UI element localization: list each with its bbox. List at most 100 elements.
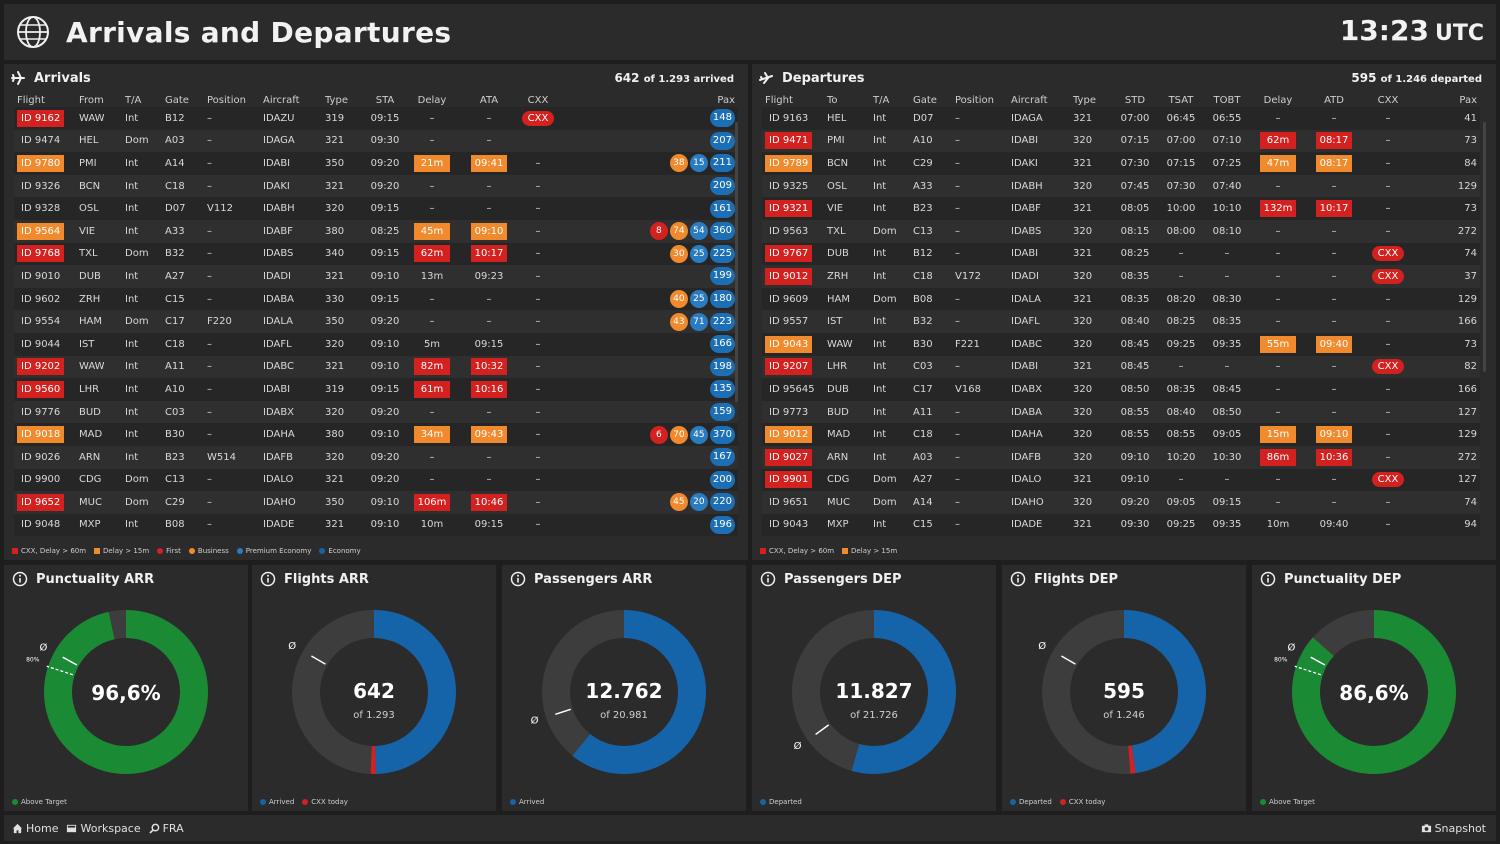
flight-cell[interactable]: ID 9207 [762, 355, 824, 379]
flight-cell[interactable]: ID 9560 [14, 378, 76, 401]
column-header[interactable]: From [79, 94, 104, 106]
table-row[interactable]: ID 9043 MXP Int C15– IDADE 321 09:30 09:25 09:35… [762, 513, 1480, 537]
column-header[interactable]: Delay [417, 94, 447, 106]
flight-cell[interactable]: ID 9789 [762, 152, 824, 175]
table-row[interactable]: ID 9602 ZRH Int C15– IDABA 330 09:15– – –40 25 180 [14, 287, 738, 311]
table-row[interactable]: ID 9018 MAD Int B30– IDAHA 380 09:10 34m 09:43–6… [14, 423, 738, 446]
column-header[interactable]: Position [955, 94, 994, 106]
column-header[interactable]: ATD [1324, 94, 1344, 106]
flight-cell[interactable]: ID 9773 [762, 400, 824, 424]
flight-cell[interactable]: ID 9563 [762, 219, 824, 243]
table-row[interactable]: ID 9901 CDG Dom A27– IDALO 321 09:10– – – – CXX 127 [762, 468, 1480, 492]
column-header[interactable]: Pax [717, 94, 735, 106]
table-row[interactable]: ID 9651 MUC Dom A14– IDAHO 320 09:20 09:05 09:15… [762, 491, 1480, 514]
flight-cell[interactable]: ID 9044 [14, 332, 76, 356]
column-header[interactable]: Type [325, 94, 348, 106]
flight-cell[interactable]: ID 9652 [14, 491, 76, 514]
flight-cell[interactable]: ID 9018 [14, 423, 76, 446]
flight-cell[interactable]: ID 9026 [14, 445, 76, 469]
table-row[interactable]: ID 9773 BUD Int A11– IDABA 320 08:55 08:40 08:50… [762, 400, 1480, 424]
table-row[interactable]: ID 9321 VIE Int B23– IDABF 321 08:05 10:00 10:10… [762, 197, 1480, 220]
column-header[interactable]: ATA [479, 94, 499, 106]
table-row[interactable]: ID 9900 CDG Dom C13– IDALO 321 09:20– – –200 [14, 468, 738, 492]
table-row[interactable]: ID 9326 BCN Int C18– IDAKI 321 09:20– – –209 [14, 174, 738, 198]
flight-cell[interactable]: ID 95645 [762, 378, 824, 401]
flight-cell[interactable]: ID 9767 [762, 242, 824, 266]
flight-cell[interactable]: ID 9900 [14, 468, 76, 492]
column-header[interactable]: Gate [913, 94, 937, 106]
table-row[interactable]: ID 9012 MAD Int C18– IDAHA 320 08:55 08:55 09:05… [762, 423, 1480, 446]
flight-cell[interactable]: ID 9564 [14, 219, 76, 243]
arrivals-scrollbar[interactable] [735, 122, 738, 402]
table-row[interactable]: ID 9768 TXL Dom B32– IDABS 340 09:15 62m 10:17–3… [14, 242, 738, 266]
flight-cell[interactable]: ID 9776 [14, 400, 76, 424]
table-row[interactable]: ID 9474 HEL Dom A03– IDAGA 321 09:30– –207 [14, 129, 738, 153]
column-header[interactable]: STA [375, 94, 395, 106]
flight-cell[interactable]: ID 9321 [762, 197, 824, 220]
flight-cell[interactable]: ID 9010 [14, 265, 76, 288]
flight-cell[interactable]: ID 9163 [762, 107, 824, 130]
table-row[interactable]: ID 9780 PMI Int A14– IDABI 350 09:20 21m 09:41–3… [14, 152, 738, 175]
table-row[interactable]: ID 9010 DUB Int A27– IDADI 321 09:10 13m 09:23–1… [14, 265, 738, 288]
kpi-card-flights-arr[interactable]: Flights ARR Ø 642 of 1.293 Arrived CXX today [252, 565, 496, 811]
flight-cell[interactable]: ID 9043 [762, 332, 824, 356]
table-row[interactable]: ID 9789 BCN Int C29– IDAKI 321 07:30 07:15 07:25… [762, 152, 1480, 175]
flight-cell[interactable]: ID 9651 [762, 491, 824, 514]
flight-cell[interactable]: ID 9474 [14, 129, 76, 153]
column-header[interactable]: TOBT [1213, 94, 1241, 106]
table-row[interactable]: ID 95645 DUB Int C17 V168 IDABX 320 08:50 08:35 0… [762, 378, 1480, 401]
flight-cell[interactable]: ID 9012 [762, 265, 824, 288]
table-row[interactable]: ID 9557 IST Int B32– IDAFL 320 08:40 08:25 08:35… [762, 310, 1480, 333]
table-row[interactable]: ID 9202 WAW Int A11– IDABC 321 09:10 82m 10:32–1… [14, 355, 738, 379]
column-header[interactable]: Aircraft [1011, 94, 1048, 106]
flight-cell[interactable]: ID 9780 [14, 152, 76, 175]
snapshot-button[interactable]: Snapshot [1421, 822, 1486, 835]
column-header[interactable]: Flight [17, 94, 45, 106]
column-header[interactable]: Type [1073, 94, 1096, 106]
column-header[interactable]: TSAT [1168, 94, 1194, 106]
kpi-card-pax-arr[interactable]: Passengers ARR Ø 12.762 of 20.981 Arrived [502, 565, 746, 811]
flight-cell[interactable]: ID 9602 [14, 287, 76, 311]
flight-cell[interactable]: ID 9471 [762, 129, 824, 153]
kpi-card-punct-arr[interactable]: Punctuality ARR Ø 80% 96,6% Above Target [4, 565, 248, 811]
flight-cell[interactable]: ID 9325 [762, 174, 824, 198]
column-header[interactable]: STD [1124, 94, 1146, 106]
column-header[interactable]: Flight [765, 94, 793, 106]
table-row[interactable]: ID 9044 IST Int C18– IDAFL 320 09:10 5m 09:15–16… [14, 332, 738, 356]
search-link[interactable]: FRA [148, 822, 184, 835]
workspace-link[interactable]: Workspace [66, 822, 141, 835]
column-header[interactable]: Position [207, 94, 246, 106]
table-row[interactable]: ID 9776 BUD Int C03– IDABX 320 09:20– – –159 [14, 400, 738, 424]
flight-cell[interactable]: ID 9768 [14, 242, 76, 266]
table-row[interactable]: ID 9471 PMI Int A10– IDABI 320 07:15 07:00 07:10… [762, 129, 1480, 153]
table-row[interactable]: ID 9026 ARN Int B23 W514 IDAFB 320 09:20– – –167 [14, 445, 738, 469]
table-row[interactable]: ID 9162 WAW Int B12– IDAZU 319 09:15– – CXX 148 [14, 107, 738, 130]
column-header[interactable]: Aircraft [263, 94, 300, 106]
kpi-card-flights-dep[interactable]: Flights DEP Ø 595 of 1.246 Departed CXX today [1002, 565, 1246, 811]
table-row[interactable]: ID 9012 ZRH Int C18 V172 IDADI 320 08:35– – – – CXX… [762, 265, 1480, 288]
column-header[interactable]: Delay [1263, 94, 1293, 106]
table-row[interactable]: ID 9767 DUB Int B12– IDABI 321 08:25– – – – CXX 74 [762, 242, 1480, 266]
flight-cell[interactable]: ID 9027 [762, 445, 824, 469]
table-row[interactable]: ID 9554 HAM Dom C17 F220 IDALA 350 09:20– – –43 71… [14, 310, 738, 333]
table-row[interactable]: ID 9207 LHR Int C03– IDABI 321 08:45– – – – CXX 82 [762, 355, 1480, 379]
flight-cell[interactable]: ID 9043 [762, 513, 824, 537]
table-row[interactable]: ID 9163 HEL Int D07– IDAGA 321 07:00 06:45 06:55… [762, 107, 1480, 130]
column-header[interactable]: To [827, 94, 838, 106]
column-header[interactable]: CXX [1377, 94, 1399, 106]
flight-cell[interactable]: ID 9202 [14, 355, 76, 379]
column-header[interactable]: Gate [165, 94, 189, 106]
table-row[interactable]: ID 9048 MXP Int B08– IDADE 321 09:10 10m 09:15–1… [14, 513, 738, 537]
kpi-card-pax-dep[interactable]: Passengers DEP Ø 11.827 of 21.726 Departed [752, 565, 996, 811]
flight-cell[interactable]: ID 9012 [762, 423, 824, 446]
table-row[interactable]: ID 9325 OSL Int A33– IDABH 320 07:45 07:30 07:40… [762, 174, 1480, 198]
column-header[interactable]: CXX [527, 94, 549, 106]
table-row[interactable]: ID 9328 OSL Int D07 V112 IDABH 320 09:15– – –161 [14, 197, 738, 220]
flight-cell[interactable]: ID 9326 [14, 174, 76, 198]
column-header[interactable]: Pax [1459, 94, 1477, 106]
column-header[interactable]: T/A [873, 94, 890, 106]
home-link[interactable]: Home [12, 822, 58, 835]
flight-cell[interactable]: ID 9162 [14, 107, 76, 130]
column-header[interactable]: T/A [125, 94, 142, 106]
flight-cell[interactable]: ID 9328 [14, 197, 76, 220]
